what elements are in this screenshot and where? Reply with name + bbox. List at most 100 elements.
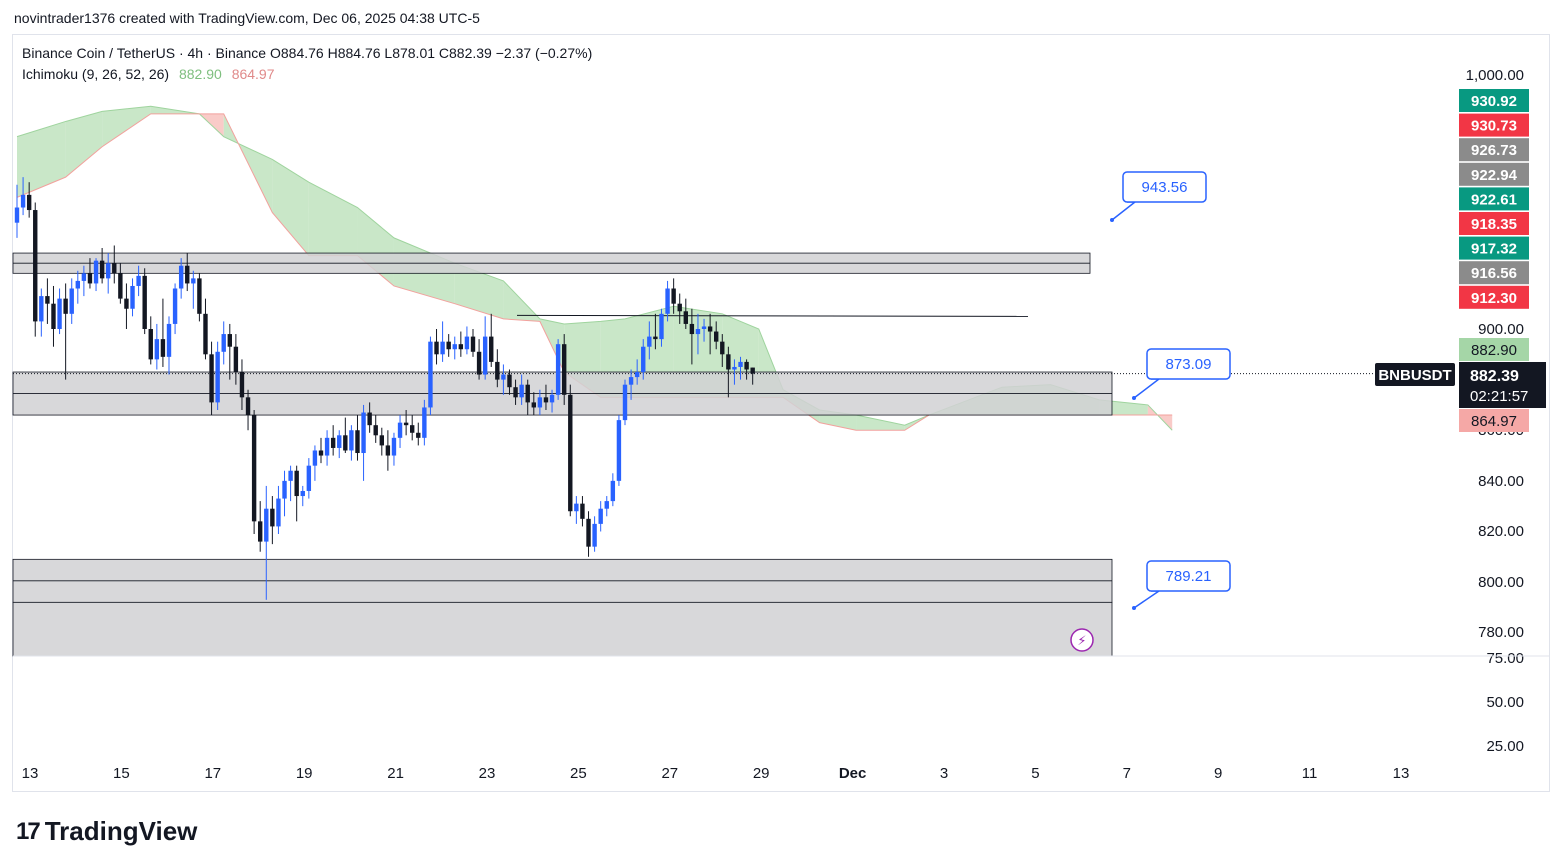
candle-body [391,437,397,456]
candle-body [647,336,652,347]
y-axis-tick-label: 800.00 [1478,574,1524,591]
candle-body [385,445,391,456]
candle-body [537,397,543,408]
x-axis-tick-label: 11 [1302,765,1318,782]
candle-body [379,435,384,446]
callout-pointer [1133,590,1162,609]
candle-body [744,361,749,370]
candle-body [707,326,713,332]
candle-body [306,465,312,491]
candle-body [312,450,318,466]
candle-body [106,263,111,279]
callout-box [1146,348,1231,380]
candle-body [276,498,281,527]
price-badge [1459,261,1529,285]
candle-body [294,470,299,497]
candle-body [695,329,701,335]
candle-body [197,278,202,314]
ichimoku-cloud-segment [454,263,504,319]
price-badge [1459,113,1529,137]
candle-body [586,518,591,547]
candle-body [349,430,354,451]
candle-body [562,344,567,395]
candle-body [367,412,372,426]
x-axis-tick-label: 21 [387,765,404,782]
candle-body [361,412,366,454]
candle-body [26,194,32,211]
x-axis-tick-label: 15 [113,765,130,782]
price-badge-label: 930.73 [1471,118,1517,135]
y-axis-tick-label: 900.00 [1478,321,1524,338]
candle-body [701,326,707,329]
candle-body [689,323,695,335]
candle-body [489,336,494,362]
candle-body [337,435,342,448]
candle-body [258,521,263,542]
x-axis-tick-label: 29 [753,765,770,782]
candle-body [470,336,476,352]
price-badge-label: 917.32 [1471,241,1517,258]
span-a-price-badge [1459,338,1529,361]
x-axis-tick-label: 25 [570,765,587,782]
candle-body [604,501,609,509]
candle-body [641,346,646,373]
x-axis-tick-label: 27 [661,765,678,782]
callout-pointer [1133,378,1162,399]
candle-body [154,339,160,360]
candle-body [628,377,634,385]
candle-body [93,260,99,284]
candle-body [507,374,512,388]
candle-body [300,490,305,497]
span-b-price-label: 864.97 [1471,413,1517,430]
candle-body [51,303,56,329]
ichimoku-cloud-segment [357,207,394,286]
ichimoku-cloud-segment [17,121,66,198]
candle-body [63,298,68,314]
callout-box [1122,171,1207,203]
candle-body [14,207,20,223]
y-axis-tick-label: 820.00 [1478,523,1524,540]
candle-body [81,273,87,281]
candle-body [39,296,44,322]
symbol-price-tag [1375,363,1455,386]
candle-body [251,415,257,522]
y-axis-tick-label: 50.00 [1486,694,1524,711]
candle-body [574,503,579,512]
price-badge [1459,138,1529,162]
candle-body [172,288,178,324]
ichimoku-cloud-segment [272,159,309,256]
candle-body [136,275,141,286]
candle-body [616,420,622,481]
candle-body [33,210,38,322]
candle-body [318,450,324,456]
symbol-legend[interactable]: Binance Coin / TetherUS · 4h · Binance O… [22,45,593,61]
candle-body [476,351,482,375]
candle-body [434,341,439,355]
indicator-legend[interactable]: Ichimoku (9, 26, 52, 26) 882.90 864.97 [22,66,275,82]
candle-body [288,470,293,481]
candle-body [440,341,445,355]
candle-body [428,341,433,408]
tradingview-logo[interactable]: 17 TradingView [16,816,197,847]
candle-body [592,523,597,547]
candle-body [720,341,725,355]
last-price-label: 882.39 [1470,368,1519,385]
candle-body [221,334,226,352]
price-badge [1459,89,1529,112]
candle-body [555,344,561,395]
candle-body [464,336,470,350]
candle-body [209,354,214,403]
candle-body [166,323,172,357]
attribution-text: novintrader1376 created with TradingView… [14,10,480,26]
candle-body [549,394,555,403]
candle-body [148,329,153,360]
price-badge [1459,162,1529,186]
lower-zone-extension [12,601,1113,657]
tradingview-mark-icon: 17 [16,817,41,845]
candle-body [622,384,628,421]
callout-label: 789.21 [1166,568,1212,585]
x-axis-tick-label: 23 [479,765,496,782]
candle-body [452,344,457,350]
x-axis-tick-label: 7 [1123,765,1131,782]
